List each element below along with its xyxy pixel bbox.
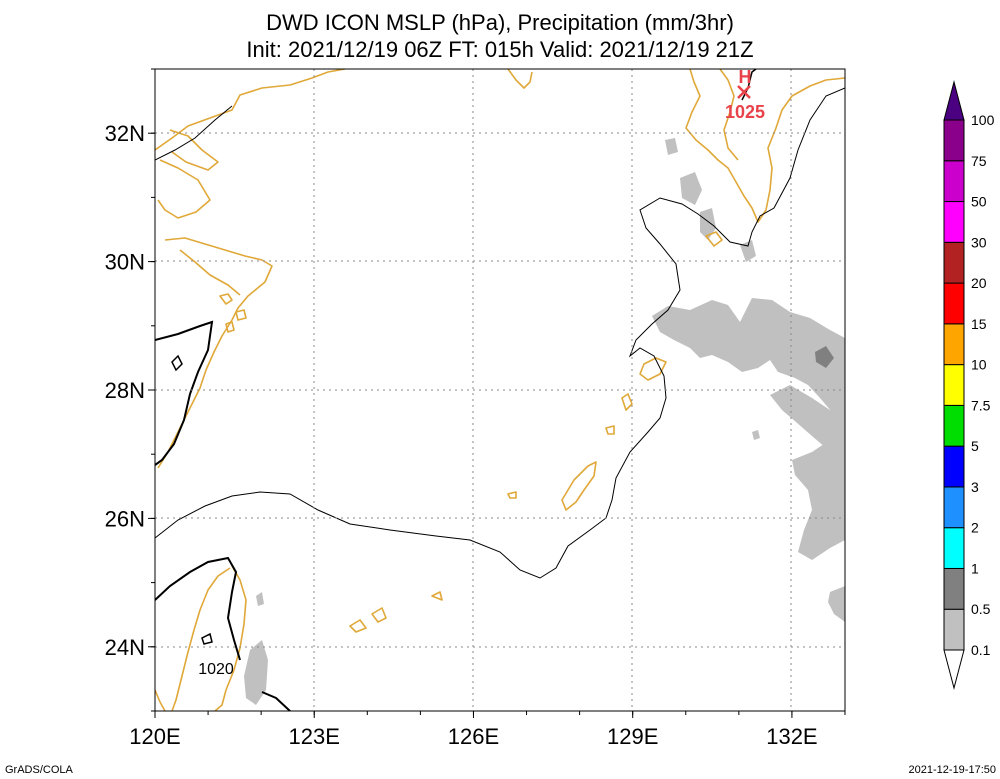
coastline-china-yangtze <box>157 159 211 219</box>
colorbar-level-label: 75 <box>971 153 987 169</box>
lon-tick-label: 129E <box>607 724 658 749</box>
title-line-2: Init: 2021/12/19 06Z FT: 015h Valid: 202… <box>246 37 753 62</box>
precip-area-small-1 <box>752 430 760 440</box>
coastline-taiwan-west <box>171 567 231 711</box>
colorbar-swatch <box>943 608 965 651</box>
isobar-main <box>155 87 845 579</box>
precip-area-east-4 <box>828 586 845 622</box>
latitude-axis: 24N 26N 28N 30N 32N <box>105 68 155 712</box>
precip-area-taiwan-2 <box>256 592 264 606</box>
lat-tick-label: 30N <box>105 250 145 275</box>
lat-tick-label: 24N <box>105 635 145 660</box>
coastline-amami <box>639 357 667 381</box>
isobar-small-loop <box>171 354 183 372</box>
isobar-small-loop-2 <box>201 632 213 645</box>
colorbar-bottom-triangle <box>943 649 965 690</box>
coastline-korea-japan <box>685 69 845 223</box>
coastline-sakishima <box>349 491 517 633</box>
isobars <box>155 69 845 711</box>
colorbar-level-label: 5 <box>971 438 979 454</box>
lat-tick-label: 26N <box>105 506 145 531</box>
precip-area-taiwan <box>244 640 268 705</box>
precip-area-east-3 <box>792 440 845 560</box>
coastline-china-south <box>157 237 273 469</box>
coastline-china-north <box>155 69 346 151</box>
precip-shading <box>244 138 845 705</box>
footer-timestamp: 2021-12-19-17:50 <box>909 764 996 776</box>
colorbar-level-label: 1 <box>971 560 979 576</box>
colorbar-swatch <box>943 404 965 447</box>
colorbar-swatch <box>943 241 965 284</box>
precip-area-east-2 <box>770 385 845 455</box>
coastlines <box>155 69 845 711</box>
colorbar-level-label: 15 <box>971 316 987 332</box>
colorbar-swatch <box>943 119 965 162</box>
coastline-islands-zhoushan <box>219 293 247 333</box>
coastline-taiwan <box>214 565 247 711</box>
colorbar-level-label: 100 <box>971 112 995 128</box>
coastline-tanegashima <box>705 231 723 247</box>
colorbar-swatch <box>943 323 965 366</box>
map-plot-area: H 1025 1020 <box>155 67 845 711</box>
isobar-thick-2 <box>155 320 214 466</box>
colorbar-swatch <box>943 201 965 243</box>
colorbar-level-label: 50 <box>971 194 987 210</box>
precip-core-east <box>815 346 834 368</box>
high-center-x-icon <box>737 85 751 99</box>
precip-area-north-2 <box>700 208 716 240</box>
isobar-value-label: 1020 <box>198 661 234 678</box>
isobar-north-west <box>155 105 233 161</box>
coastline-kyushu-west <box>719 69 739 161</box>
colorbar-swatch <box>943 486 965 529</box>
colorbar-swatch <box>943 527 965 569</box>
high-value-label: 1025 <box>725 102 765 122</box>
coastline-okinawa <box>561 461 597 511</box>
lat-tick-label: 28N <box>105 378 145 403</box>
precip-area-north-4 <box>740 240 756 262</box>
precip-shading-medium <box>815 346 834 368</box>
lon-tick-label: 126E <box>448 724 499 749</box>
high-pressure-center: H 1025 <box>725 67 765 122</box>
colorbar-level-label: 7.5 <box>971 397 991 413</box>
colorbar-level-label: 20 <box>971 275 987 291</box>
gridlines <box>155 69 845 711</box>
high-symbol-label: H <box>739 67 752 87</box>
colorbar-level-label: 0.5 <box>971 601 991 617</box>
colorbar-level-label: 0.1 <box>971 642 991 658</box>
colorbar-level-label: 10 <box>971 357 987 373</box>
longitude-axis: 120E 123E 126E 129E 132E <box>129 711 846 749</box>
isobar-thick-1020 <box>155 556 241 661</box>
coastline-korea-south <box>507 69 533 89</box>
precip-colorbar: 0.1 0.5 1 2 3 5 7.5 10 15 20 30 50 75 100 <box>943 80 995 690</box>
precip-area-north-3 <box>665 138 678 155</box>
colorbar-swatch <box>943 160 965 203</box>
colorbar-swatch <box>943 364 965 406</box>
coastline-okinawa-2 <box>605 393 633 435</box>
lat-tick-label: 32N <box>105 121 145 146</box>
colorbar-level-label: 3 <box>971 479 979 495</box>
lon-tick-label: 132E <box>766 724 817 749</box>
coastline-china-mid <box>169 129 219 171</box>
precip-area-north-1 <box>680 172 702 205</box>
title-line-1: DWD ICON MSLP (hPa), Precipitation (mm/3… <box>266 10 734 35</box>
colorbar-swatch <box>943 567 965 610</box>
colorbar-level-label: 2 <box>971 520 979 536</box>
footer-software: GrADS/COLA <box>5 764 74 776</box>
precip-area-east-1 <box>652 298 845 420</box>
lon-tick-label: 123E <box>289 724 340 749</box>
colorbar-swatch <box>943 282 965 325</box>
isobar-thick-3 <box>261 691 291 711</box>
colorbar-level-label: 30 <box>971 234 987 250</box>
coastline-china-inlet <box>179 249 241 296</box>
colorbar-swatch <box>943 445 965 488</box>
lon-tick-label: 120E <box>129 724 180 749</box>
coastline-china-fujian <box>155 689 166 711</box>
colorbar-top-triangle <box>943 80 965 121</box>
